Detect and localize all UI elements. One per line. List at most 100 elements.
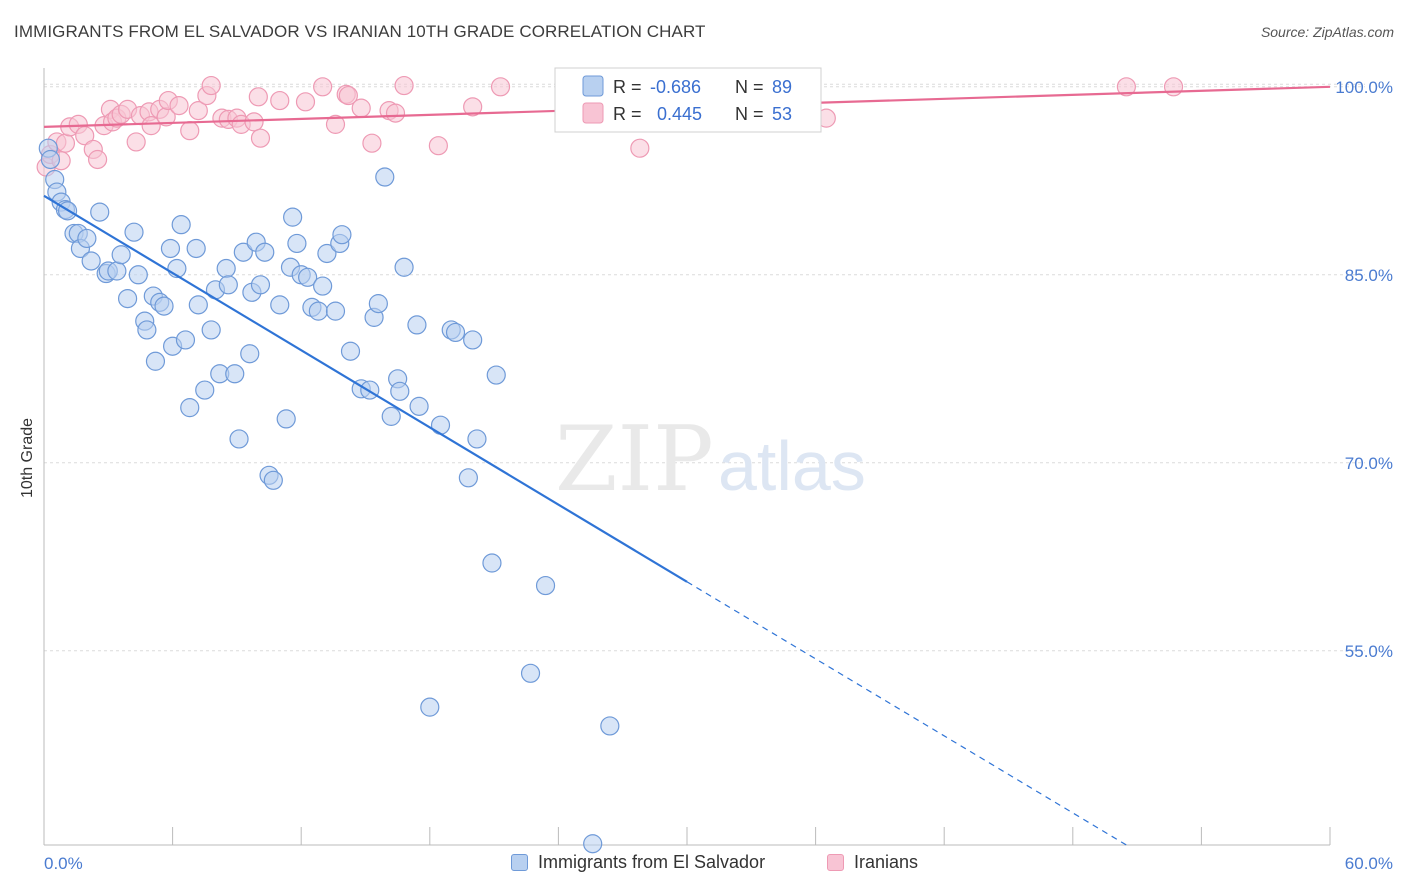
- el-salvador-point: [201, 320, 221, 340]
- bottom-legend-el-salvador: Immigrants from El Salvador: [511, 852, 765, 873]
- iranian-point: [87, 149, 108, 170]
- el-salvador-point: [482, 553, 502, 573]
- el-salvador-point: [216, 258, 236, 279]
- el-salvador-point: [407, 315, 427, 335]
- el-salvador-point: [137, 320, 157, 340]
- legend-n-label-2: N =: [735, 104, 764, 124]
- el-salvador-point: [313, 276, 333, 296]
- el-salvador-point: [463, 330, 483, 350]
- iranian-point: [490, 77, 511, 97]
- iranian-point: [248, 87, 268, 107]
- gridlines: [44, 83, 1365, 652]
- el-salvador-point: [520, 663, 541, 683]
- iranian-point: [55, 133, 76, 153]
- el-salvador-point: [111, 245, 131, 265]
- el-salvador-point: [394, 257, 414, 277]
- iranian-point: [201, 75, 221, 96]
- el-salvador-point: [107, 261, 127, 281]
- bottom-legend-label-el-salvador: Immigrants from El Salvador: [538, 852, 766, 872]
- el-salvador-point: [171, 215, 191, 235]
- el-salvador-point: [117, 288, 138, 309]
- el-salvador-point: [218, 275, 238, 295]
- el-salvador-point: [287, 233, 307, 254]
- y-tick-label: 100.0%: [1335, 78, 1393, 97]
- el-salvador-point: [340, 341, 361, 361]
- iranian-point: [630, 138, 650, 158]
- el-salvador-point: [229, 429, 249, 449]
- el-salvador-point: [283, 207, 303, 227]
- iranian-point: [188, 101, 208, 121]
- el-salvador-point: [390, 381, 410, 401]
- el-salvador-point: [420, 697, 440, 717]
- axes: [43, 68, 1331, 846]
- iranian-point: [351, 98, 371, 118]
- el-salvador-trend-extension: [686, 581, 1127, 846]
- el-salvador-point: [195, 380, 215, 400]
- iranian-point: [394, 75, 414, 96]
- x-tick-label-min: 0.0%: [44, 854, 83, 873]
- iranian-point: [313, 77, 333, 97]
- el-salvador-point: [175, 330, 196, 350]
- el-salvador-point: [270, 295, 290, 315]
- el-salvador-point: [409, 396, 429, 416]
- y-tick-label: 70.0%: [1345, 454, 1393, 473]
- el-salvador-point: [325, 301, 346, 321]
- el-salvador-point: [40, 149, 61, 170]
- legend-r-label-1: R =: [613, 77, 642, 97]
- el-salvador-point: [77, 228, 97, 249]
- el-salvador-point: [186, 238, 206, 259]
- el-salvador-point: [430, 415, 451, 435]
- el-salvador-point: [368, 294, 388, 314]
- chart-title: IMMIGRANTS FROM EL SALVADOR VS IRANIAN 1…: [14, 22, 706, 41]
- el-salvador-point: [255, 242, 275, 262]
- iranian-point: [169, 95, 189, 116]
- y-axis-label: 10th Grade: [19, 418, 36, 498]
- el-salvador-point: [308, 301, 328, 321]
- iranian-point: [141, 116, 161, 136]
- el-salvador-point: [81, 251, 101, 271]
- watermark-zip: ZIP: [555, 407, 714, 512]
- el-salvador-point: [381, 406, 401, 426]
- el-salvador-point: [263, 470, 283, 490]
- el-salvador-point: [535, 575, 556, 596]
- el-salvador-point: [240, 344, 260, 364]
- bottom-legend-label-iranians: Iranians: [854, 852, 919, 872]
- iranian-point: [325, 114, 346, 134]
- legend-box: R = -0.686 N = 89 R = 0.445 N = 53: [554, 67, 822, 133]
- iranian-point: [1116, 77, 1136, 97]
- el-salvador-point: [458, 468, 478, 488]
- bottom-legend-swatch-blue: [511, 854, 528, 871]
- watermark-atlas: atlas: [718, 427, 866, 505]
- el-salvador-point: [180, 398, 200, 418]
- iranian-point: [250, 128, 271, 148]
- el-salvador-trend-line: [43, 194, 688, 583]
- el-salvador-point: [600, 716, 620, 736]
- y-tick-label: 85.0%: [1345, 266, 1393, 285]
- iranian-point: [428, 136, 448, 156]
- el-salvador-point: [317, 243, 337, 264]
- el-salvador-point: [486, 365, 506, 385]
- el-salvador-point: [188, 295, 208, 315]
- el-salvador-point: [250, 275, 271, 295]
- iranian-point: [362, 133, 382, 153]
- iranian-point: [338, 85, 358, 106]
- y-tick-label: 55.0%: [1345, 642, 1393, 661]
- el-salvador-point: [298, 267, 318, 287]
- iranian-point: [270, 90, 290, 111]
- watermark: ZIP atlas: [555, 407, 866, 512]
- el-salvador-point: [276, 409, 296, 429]
- legend-swatch-blue: [582, 75, 604, 97]
- bottom-legend-iranians: Iranians: [827, 852, 918, 873]
- el-salvador-point: [225, 364, 245, 384]
- el-salvador-points: [38, 138, 620, 854]
- el-salvador-point: [445, 322, 466, 343]
- legend-n-value-2: 53: [772, 104, 792, 124]
- iranian-point: [1163, 77, 1184, 97]
- iranian-point: [385, 103, 406, 123]
- el-salvador-point: [332, 225, 352, 245]
- iranian-point: [244, 112, 264, 132]
- el-salvador-point: [233, 242, 253, 262]
- el-salvador-point: [583, 834, 603, 854]
- legend-swatch-pink: [582, 102, 604, 124]
- legend-n-value-1: 89: [772, 77, 792, 97]
